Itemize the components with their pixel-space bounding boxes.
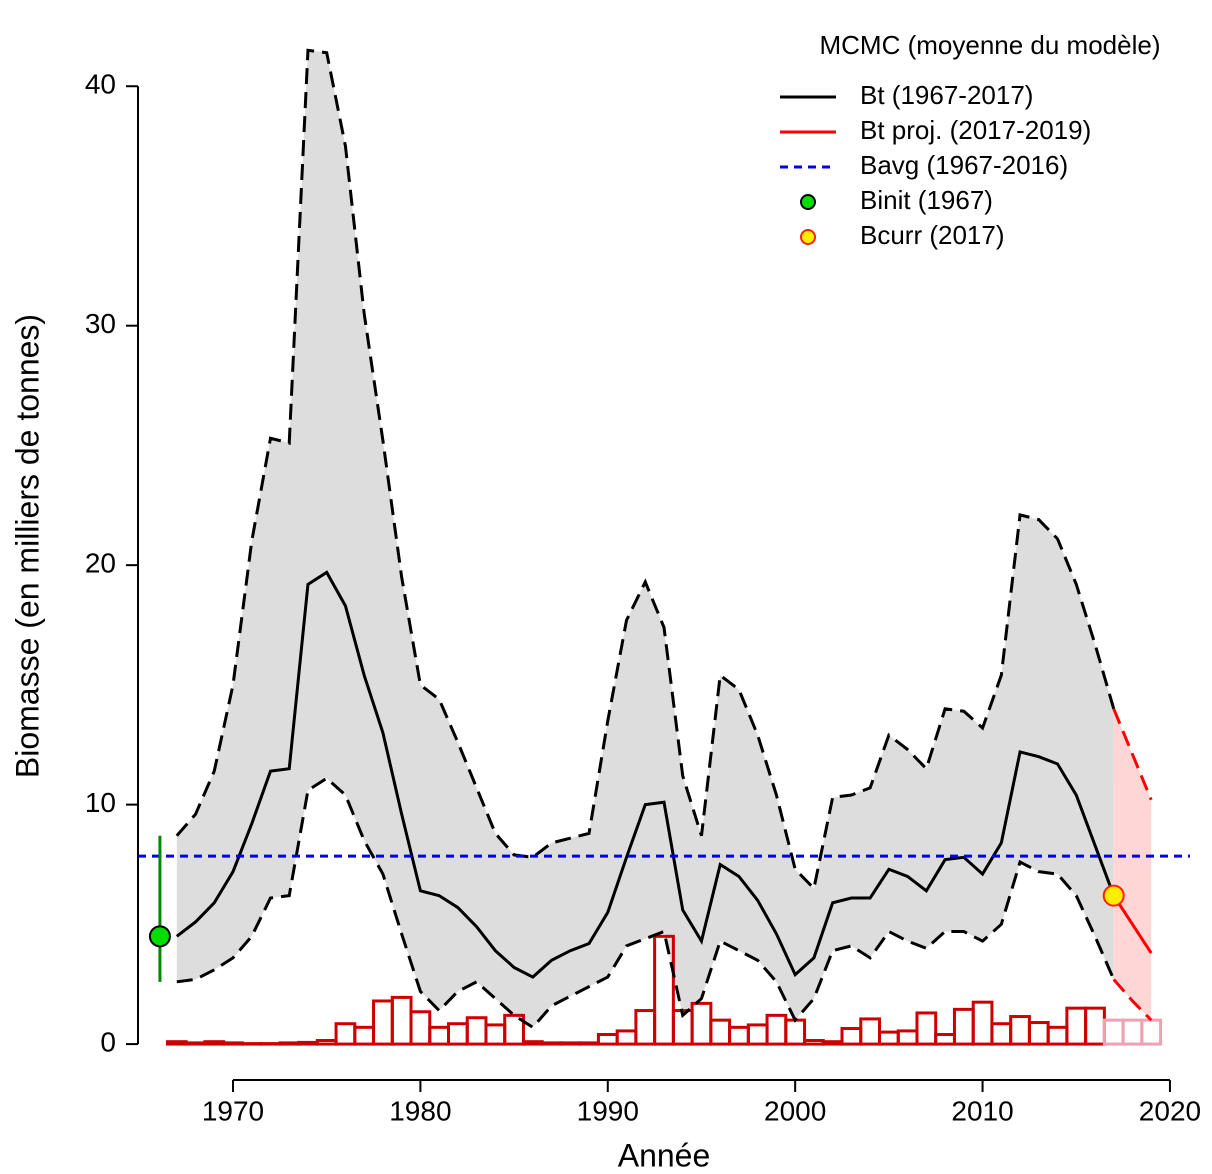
legend-label: Binit (1967) [860,185,993,215]
y-tick-label: 40 [85,69,116,100]
upper-bound [175,48,1116,892]
catch-bar [859,1017,881,1046]
catch-bar [1065,1006,1088,1046]
catch-bar [1046,1025,1069,1046]
catch-bar [222,1041,244,1046]
catch-bar [728,1025,750,1046]
catch-bar [521,1040,544,1046]
catch-bar [203,1040,226,1046]
lower-bound [176,776,1116,1030]
catch-bar [653,934,675,1046]
x-tick-label: 2020 [1139,1095,1201,1126]
legend-label: Bavg (1967-2016) [860,150,1068,180]
y-axis-label: Biomasse (en milliers de tonnes) [9,314,45,778]
catch-bar [409,1010,432,1046]
catch-bar [353,1025,376,1046]
legend-label: Bt (1967-2017) [860,80,1033,110]
median-line [1112,894,1153,954]
catch-bar [315,1038,338,1046]
catch-bar [803,1038,825,1046]
x-axis-label: Année [618,1137,711,1173]
catch-bar [896,1029,919,1046]
y-tick-label: 20 [85,548,116,579]
catch-bar [447,1022,469,1046]
catch-bar [1140,1018,1163,1046]
point [1102,884,1125,907]
catch-bar [840,1027,863,1046]
legend-label: Bt proj. (2017-2019) [860,115,1091,145]
catch-bar [690,1001,713,1046]
x-tick-label: 1970 [202,1095,264,1126]
legend-symbol [800,194,816,210]
catch-bar [390,995,413,1046]
catch-bar [634,1009,657,1046]
catch-bar [990,1022,1013,1046]
x-tick-label: 2010 [951,1095,1013,1126]
y-tick-label: 30 [85,308,116,339]
x-tick-label: 1990 [577,1095,639,1126]
catch-bar [709,1018,732,1046]
lower-bound [1112,978,1153,1022]
catch-bar [765,1013,788,1046]
catch-bar [503,1013,525,1046]
catch-bar [746,1023,769,1046]
catch-bar [428,1025,451,1046]
y-tick-label: 0 [100,1026,116,1057]
catch-bar [540,1041,563,1046]
confidence-band [1113,708,1152,1021]
catch-bar [877,1030,900,1046]
median-line [175,570,1116,979]
catch-bar [615,1029,638,1046]
catch-bar [1009,1015,1031,1046]
legend-label: Bcurr (2017) [860,220,1005,250]
confidence-band [176,50,1114,1028]
y-tick-label: 10 [85,787,116,818]
catch-bar [578,1041,600,1046]
catch-bar [278,1041,301,1046]
catch-bar [1027,1021,1050,1046]
point [148,925,171,948]
catch-bar [297,1040,319,1046]
catch-bar [334,1022,357,1046]
x-tick-label: 2000 [764,1095,826,1126]
catch-bar [952,1007,975,1046]
catch-bar [465,1016,488,1046]
catch-bar [596,1033,619,1046]
catch-bar [1102,1018,1125,1046]
catch-bar [915,1011,938,1046]
x-tick-label: 1980 [389,1095,451,1126]
catch-bar [971,1000,994,1046]
catch-bar [784,1018,807,1046]
catch-bar [934,1033,956,1046]
legend-title: MCMC (moyenne du modèle) [819,30,1160,60]
catch-bar [372,999,394,1046]
upper-bound [1112,708,1153,801]
legend-symbol [800,229,816,245]
catch-bar [184,1041,207,1046]
catch-bar [559,1041,582,1046]
catch-bar [1084,1006,1106,1046]
catch-bar [484,1023,507,1046]
catch-bar [165,1040,188,1046]
catch-bar [1121,1018,1144,1046]
catch-bar [821,1040,844,1046]
